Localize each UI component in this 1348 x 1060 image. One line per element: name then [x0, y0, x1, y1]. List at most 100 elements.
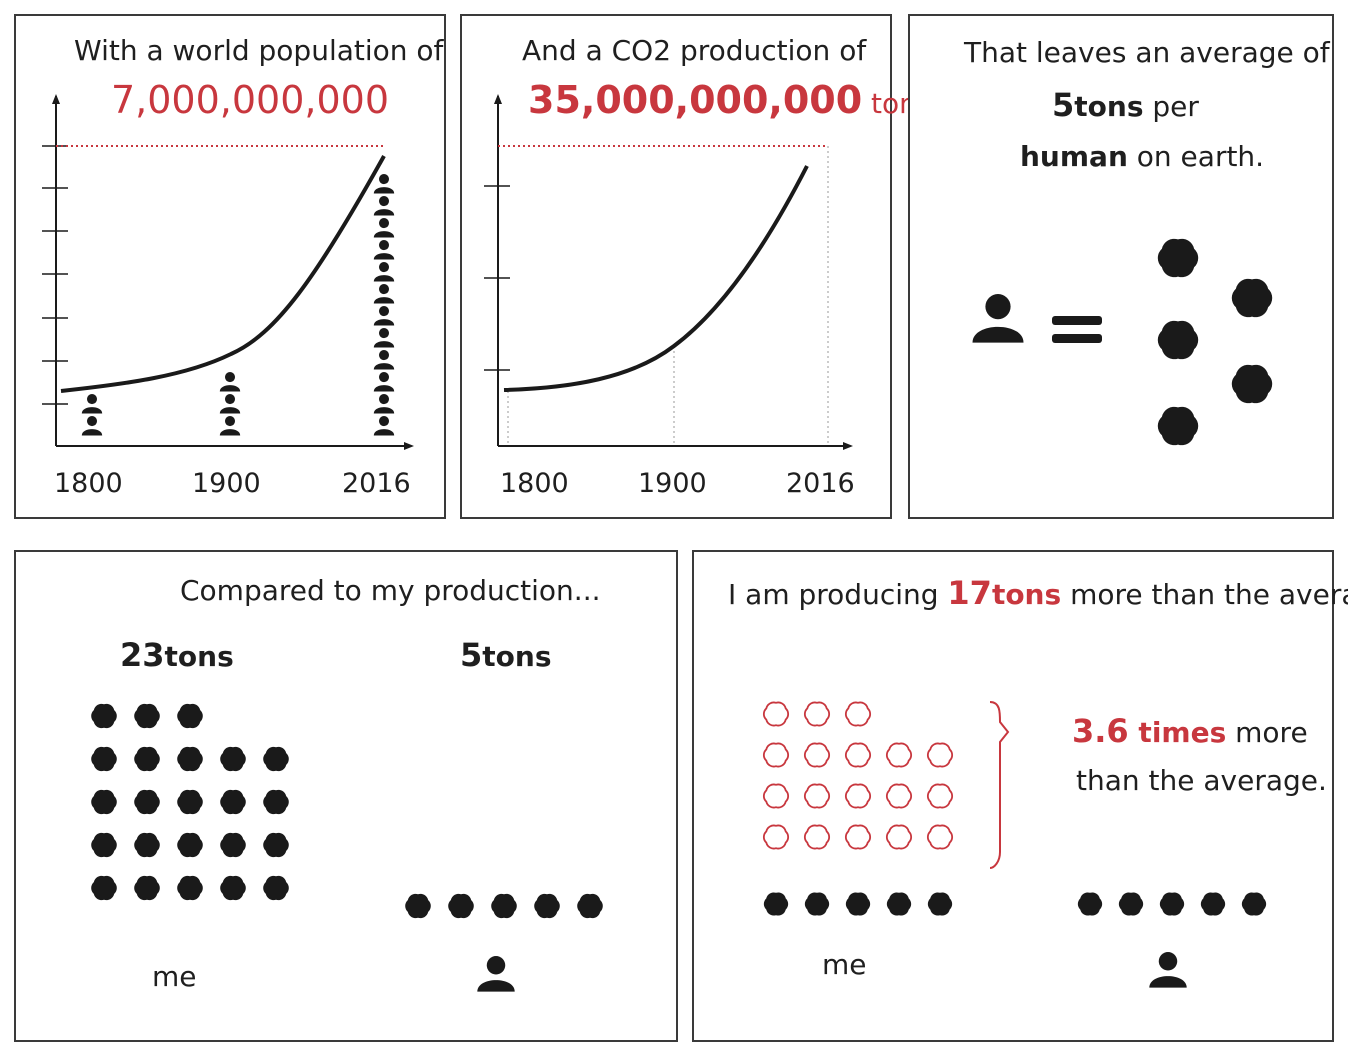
x-label-1900: 1900: [638, 468, 707, 499]
person-head: [378, 306, 390, 317]
times-value: 3.6: [1072, 712, 1129, 750]
population-title: With a world population of: [74, 34, 444, 67]
co2-cloud-icon: [885, 783, 913, 809]
person-head: [378, 284, 390, 295]
co2-cloud-icon: [844, 824, 872, 850]
x-label-1800: 1800: [54, 468, 123, 499]
person-body: [81, 407, 103, 414]
brace-icon: [989, 701, 1010, 869]
average-production-value: 5: [460, 636, 483, 674]
average-line1: That leaves an average of: [964, 36, 1330, 69]
person-icon: [1149, 952, 1187, 988]
person-body: [373, 209, 395, 216]
x-label-2016: 2016: [342, 468, 411, 499]
co2-cloud-core: [930, 894, 950, 914]
person-icon: [972, 294, 1024, 343]
co2-chart: [484, 94, 853, 450]
person-head: [86, 394, 98, 405]
my-production-unit: tons: [164, 640, 234, 673]
co2-cloud-core: [222, 877, 244, 899]
me-label: me: [822, 948, 867, 981]
co2-cloud-core: [265, 791, 287, 813]
person-body: [477, 980, 515, 992]
average-illustration: [972, 238, 1273, 446]
co2-cloud-core: [179, 834, 201, 856]
person-icon: [477, 956, 515, 992]
average-value: 5: [1052, 86, 1075, 124]
person-head: [378, 174, 390, 185]
co2-cloud-icon: [844, 742, 872, 768]
difference-panel: I am producing 17tons more than the aver…: [692, 550, 1348, 1042]
co2-cloud-core: [1121, 894, 1141, 914]
person-body: [219, 385, 241, 392]
co2-cloud-core: [179, 877, 201, 899]
person-body: [373, 253, 395, 260]
co2-axes: [484, 94, 853, 450]
equals-icon: [1052, 316, 1102, 343]
co2-cloud-icon: [926, 783, 954, 809]
co2-cloud-core: [766, 894, 786, 914]
co2-cloud-core: [136, 705, 158, 727]
co2-cloud-core: [1244, 894, 1264, 914]
co2-cloud-core: [93, 705, 115, 727]
person-head: [378, 196, 390, 207]
co2-cloud-icon: [803, 824, 831, 850]
average-production-unit: tons: [482, 640, 552, 673]
average-on-earth: on earth.: [1127, 140, 1265, 173]
person-head: [378, 328, 390, 339]
difference-text-pre: I am producing: [728, 578, 948, 611]
population-axes: [42, 94, 414, 450]
co2-cloud-icon: [762, 701, 790, 727]
co2-value-line: 35,000,000,000 tons: [528, 78, 932, 122]
co2-cloud-icon: [762, 783, 790, 809]
difference-title: I am producing 17tons more than the aver…: [728, 574, 1348, 612]
comparison-panel: Compared to my production... 23tons 5ton…: [14, 550, 678, 1042]
co2-cloud-core: [136, 791, 158, 813]
average-clouds: [1077, 892, 1267, 916]
base-clouds: [763, 892, 953, 916]
co2-cloud-core: [265, 834, 287, 856]
co2-cloud-group: [1157, 238, 1273, 446]
person-head: [224, 416, 236, 427]
x-label-1900: 1900: [192, 468, 261, 499]
me-label: me: [152, 960, 197, 993]
person-body: [373, 319, 395, 326]
person-head: [224, 372, 236, 383]
population-chart: [42, 94, 414, 450]
co2-cloud-core: [93, 791, 115, 813]
co2-cloud-core: [407, 895, 429, 917]
person-head: [378, 240, 390, 251]
co2-cloud-icon: [762, 824, 790, 850]
co2-cloud-icon: [926, 824, 954, 850]
times-more: more: [1226, 716, 1308, 749]
x-label-2016: 2016: [786, 468, 855, 499]
co2-cloud-core: [265, 748, 287, 770]
person-body: [373, 385, 395, 392]
person-body: [373, 341, 395, 348]
person-body: [373, 275, 395, 282]
person-body: [972, 326, 1024, 343]
comparison-illustration: [91, 703, 603, 992]
co2-cloud-core: [450, 895, 472, 917]
average-human: human: [1020, 140, 1128, 173]
times-line2: than the average.: [1076, 764, 1327, 797]
co2-cloud-core: [136, 834, 158, 856]
co2-cloud-core: [1235, 281, 1269, 315]
co2-cloud-core: [222, 834, 244, 856]
population-value: 7,000,000,000: [111, 78, 390, 122]
co2-cloud-core: [579, 895, 601, 917]
person-head: [1158, 952, 1178, 971]
average-panel: That leaves an average of 5tons per huma…: [908, 14, 1334, 519]
person-body: [373, 429, 395, 436]
person-head: [378, 416, 390, 427]
co2-cloud-icon: [926, 742, 954, 768]
difference-value: 17: [947, 574, 992, 612]
my-clouds: [91, 703, 289, 901]
difference-unit: tons: [991, 578, 1062, 611]
co2-cloud-core: [807, 894, 827, 914]
times-word: times: [1128, 716, 1227, 749]
person-body: [373, 187, 395, 194]
population-people: [81, 174, 395, 436]
person-body: [219, 407, 241, 414]
co2-cloud-core: [493, 895, 515, 917]
